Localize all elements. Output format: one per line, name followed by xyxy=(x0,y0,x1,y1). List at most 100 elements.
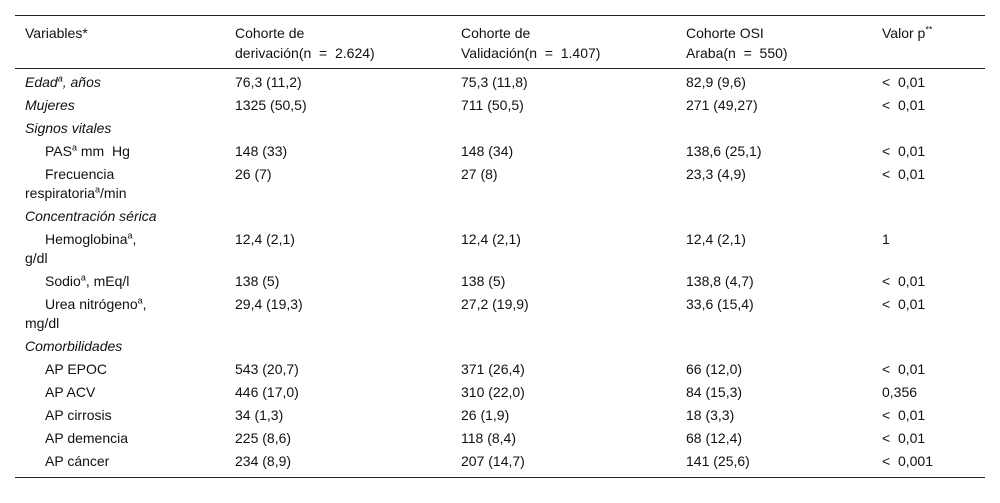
table-body: Edada, años 76,3 (11,2) 75,3 (11,8) 82,9 (9… xyxy=(15,69,985,478)
value-cell: 234 (8,9) xyxy=(225,448,451,478)
cell-text: Cohorte de xyxy=(235,25,305,41)
cell-text: 711 (50,5) xyxy=(461,97,524,113)
value-cell: 543 (20,7) xyxy=(225,356,451,379)
value-cell xyxy=(451,333,676,356)
value-cell: < 0,01 xyxy=(872,92,985,115)
cell-line: Sodioa, mEq/l xyxy=(25,272,225,291)
cell-text: Frecuencia xyxy=(45,166,115,182)
value-cell: 138,6 (25,1) xyxy=(676,138,872,161)
cell-text: 27,2 (19,9) xyxy=(461,296,529,312)
variable-cell: Edada, años xyxy=(15,69,225,93)
value-cell: 12,4 (2,1) xyxy=(451,226,676,268)
cell-line: Mujeres xyxy=(25,96,225,115)
cell-text: 138,8 (4,7) xyxy=(686,273,754,289)
value-cell: < 0,01 xyxy=(872,268,985,291)
cell-text: 138 (5) xyxy=(235,273,280,289)
cell-text: , años xyxy=(62,74,101,90)
cell-text: 446 (17,0) xyxy=(235,384,299,400)
value-cell: < 0,01 xyxy=(872,425,985,448)
cell-line: Valor p** xyxy=(882,23,985,43)
value-cell xyxy=(676,333,872,356)
variable-cell: Frecuencia respiratoriaa/min xyxy=(15,161,225,203)
cell-line: Concentración sérica xyxy=(25,207,225,226)
header-cell: Cohorte OSI Araba(n = 550) xyxy=(676,15,872,69)
cell-line: AP demencia xyxy=(25,429,225,448)
cell-text: 148 (33) xyxy=(235,143,288,159)
superscript: a xyxy=(80,272,86,283)
table-row: Signos vitales xyxy=(15,115,985,138)
cell-text: Sodio xyxy=(45,273,81,289)
cell-text: 1325 (50,5) xyxy=(235,97,307,113)
cell-text: 0,356 xyxy=(882,384,918,400)
value-cell: 711 (50,5) xyxy=(451,92,676,115)
table-row: Mujeres 1325 (50,5) 711 (50,5) 271 (49,27) <… xyxy=(15,92,985,115)
value-cell: 1 xyxy=(872,226,985,268)
cell-text: AP ACV xyxy=(45,384,96,400)
cell-line: g/dl xyxy=(25,249,225,268)
value-cell xyxy=(676,203,872,226)
value-cell: 138,8 (4,7) xyxy=(676,268,872,291)
cell-text: Urea nitrógeno xyxy=(45,296,138,312)
table-row: AP cirrosis 34 (1,3) 26 (1,9) 18 (3,3) < 0,0… xyxy=(15,402,985,425)
value-cell: 446 (17,0) xyxy=(225,379,451,402)
value-cell: < 0,01 xyxy=(872,402,985,425)
value-cell: 34 (1,3) xyxy=(225,402,451,425)
value-cell: 26 (1,9) xyxy=(451,402,676,425)
cell-text: 234 (8,9) xyxy=(235,453,292,469)
cell-text: 148 (34) xyxy=(461,143,514,159)
value-cell: < 0,01 xyxy=(872,356,985,379)
cell-text: < 0,01 xyxy=(882,143,926,159)
value-cell: 23,3 (4,9) xyxy=(676,161,872,203)
cell-text: 27 (8) xyxy=(461,166,498,182)
cell-text: 543 (20,7) xyxy=(235,361,299,377)
value-cell: 66 (12,0) xyxy=(676,356,872,379)
cell-text: 29,4 (19,3) xyxy=(235,296,303,312)
cell-line: AP ACV xyxy=(25,383,225,402)
cell-text: Edad xyxy=(25,74,58,90)
cell-text: derivación(n = 2.624) xyxy=(235,45,375,61)
cell-text: Cohorte de xyxy=(461,25,531,41)
value-cell xyxy=(872,333,985,356)
value-cell: 148 (33) xyxy=(225,138,451,161)
superscript: a xyxy=(57,73,63,84)
variable-cell: Mujeres xyxy=(15,92,225,115)
cell-text: 138,6 (25,1) xyxy=(686,143,762,159)
variable-cell: AP demencia xyxy=(15,425,225,448)
cell-line: PASa mm Hg xyxy=(25,142,225,161)
cell-text: Comorbilidades xyxy=(25,338,123,354)
superscript: a xyxy=(71,142,77,153)
header-cell: Cohorte de Validación(n = 1.407) xyxy=(451,15,676,69)
superscript: a xyxy=(137,295,143,306)
table-row: AP ACV 446 (17,0) 310 (22,0) 84 (15,3) 0,356 xyxy=(15,379,985,402)
value-cell: 26 (7) xyxy=(225,161,451,203)
cell-text: < 0,01 xyxy=(882,74,926,90)
value-cell: 18 (3,3) xyxy=(676,402,872,425)
cell-text: 66 (12,0) xyxy=(686,361,743,377)
cell-text: 141 (25,6) xyxy=(686,453,750,469)
cell-line: Variables* xyxy=(25,23,225,43)
superscript: ** xyxy=(925,24,933,35)
cell-text: PAS xyxy=(45,143,72,159)
cell-line: AP cáncer xyxy=(25,452,225,471)
table-header: Variables* Cohorte de derivación(n = 2.624… xyxy=(15,15,985,69)
value-cell: 118 (8,4) xyxy=(451,425,676,448)
value-cell: 75,3 (11,8) xyxy=(451,69,676,93)
cell-text: < 0,01 xyxy=(882,166,926,182)
header-row: Variables* Cohorte de derivación(n = 2.624… xyxy=(15,15,985,69)
cell-text: 68 (12,4) xyxy=(686,430,743,446)
variable-cell: Hemoglobinaa, g/dl xyxy=(15,226,225,268)
cell-text: < 0,01 xyxy=(882,97,926,113)
table-row: Frecuencia respiratoriaa/min 26 (7) 27 (8) 2… xyxy=(15,161,985,203)
cell-line: Urea nitrógenoa, xyxy=(25,295,225,314)
value-cell xyxy=(872,115,985,138)
cell-text: 12,4 (2,1) xyxy=(461,231,521,247)
cell-text: < 0,01 xyxy=(882,407,926,423)
cell-line: AP cirrosis xyxy=(25,406,225,425)
cell-text: respiratoria xyxy=(25,185,96,201)
value-cell: < 0,001 xyxy=(872,448,985,478)
cell-text: < 0,01 xyxy=(882,273,926,289)
value-cell: 310 (22,0) xyxy=(451,379,676,402)
cell-text: Signos vitales xyxy=(25,120,112,136)
cell-text: 34 (1,3) xyxy=(235,407,284,423)
cell-text: AP cáncer xyxy=(45,453,110,469)
